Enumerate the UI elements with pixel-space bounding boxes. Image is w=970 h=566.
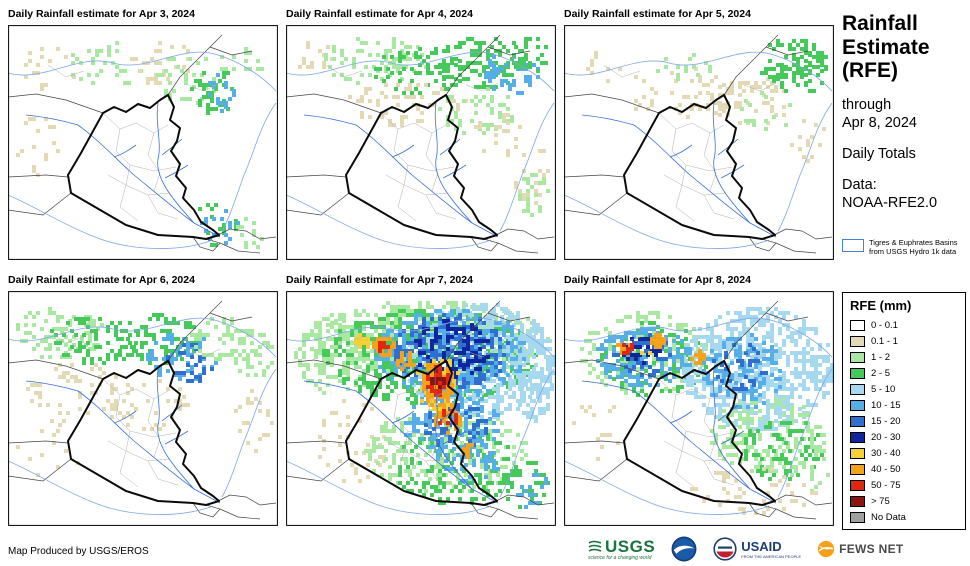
data-source-label: Data: <box>842 176 877 193</box>
legend-row: > 75 <box>850 493 958 509</box>
legend-swatch <box>850 447 865 459</box>
legend-label: 10 - 15 <box>871 399 901 411</box>
map-panel-apr6: Daily Rainfall estimate for Apr 6, 2024 <box>8 274 278 526</box>
page-title-line: (RFE) <box>842 59 898 83</box>
legend-row: 0.1 - 1 <box>850 333 958 349</box>
legend-label: 20 - 30 <box>871 431 901 443</box>
usaid-logo-text: USAID <box>741 538 782 554</box>
legend-swatch <box>850 415 865 427</box>
map-panel-apr8: Daily Rainfall estimate for Apr 8, 2024 <box>564 274 834 526</box>
legend-swatch <box>850 399 865 411</box>
legend-row: 10 - 15 <box>850 397 958 413</box>
legend-label: 5 - 10 <box>871 383 896 395</box>
legend-swatch <box>850 383 865 395</box>
map-panel-title: Daily Rainfall estimate for Apr 3, 2024 <box>8 8 195 20</box>
legend-row: 5 - 10 <box>850 381 958 397</box>
rainfall-map-apr7 <box>286 291 556 526</box>
legend-row: 20 - 30 <box>850 429 958 445</box>
map-panel-apr3: Daily Rainfall estimate for Apr 3, 2024 <box>8 8 278 260</box>
legend-label: 2 - 5 <box>871 367 891 379</box>
legend-row: 2 - 5 <box>850 365 958 381</box>
legend-label: 50 - 75 <box>871 479 901 491</box>
legend-swatch <box>850 495 865 507</box>
legend-row: 1 - 2 <box>850 349 958 365</box>
date-range: through Apr 8, 2024 <box>842 96 966 132</box>
legend-label: 0 - 0.1 <box>871 319 898 331</box>
rainfall-map-apr6 <box>8 291 278 526</box>
rainfall-map-apr8 <box>564 291 834 526</box>
rainfall-map-apr4 <box>286 25 556 260</box>
legend-label: No Data <box>871 511 906 523</box>
map-panel-title: Daily Rainfall estimate for Apr 8, 2024 <box>564 274 751 286</box>
map-panel-title: Daily Rainfall estimate for Apr 6, 2024 <box>8 274 195 286</box>
legend-label: 1 - 2 <box>871 351 891 363</box>
sidebar: Rainfall Estimate (RFE) through Apr 8, 2… <box>842 12 966 212</box>
legend-title: RFE (mm) <box>850 298 912 313</box>
map-panel-apr5: Daily Rainfall estimate for Apr 5, 2024 <box>564 8 834 260</box>
end-date: Apr 8, 2024 <box>842 114 917 131</box>
basin-boundary-swatch <box>842 239 864 252</box>
legend-label: 0.1 - 1 <box>871 335 898 347</box>
page-title-line: Estimate <box>842 35 930 59</box>
legend-swatch <box>850 431 865 443</box>
legend-swatch <box>850 511 865 523</box>
legend-swatch <box>850 351 865 363</box>
usgs-waves-icon <box>588 540 602 552</box>
legend-swatch <box>850 463 865 475</box>
basin-note-text: Tigres & Euphrates Basins from USGS Hydr… <box>869 238 958 256</box>
usgs-logo-tagline: science for a changing world <box>588 554 652 561</box>
data-source: Data: NOAA-RFE2.0 <box>842 176 966 212</box>
legend-row: 0 - 0.1 <box>850 317 958 333</box>
legend-swatch <box>850 335 865 347</box>
usaid-logo: USAID FROM THE AMERICAN PEOPLE <box>713 537 801 561</box>
map-panel-apr7: Daily Rainfall estimate for Apr 7, 2024 <box>286 274 556 526</box>
legend-label: 40 - 50 <box>871 463 901 475</box>
usgs-logo: USGS science for a changing world <box>588 538 655 561</box>
rainfall-map-apr5 <box>564 25 834 260</box>
legend-swatch <box>850 479 865 491</box>
legend-label: 30 - 40 <box>871 447 901 459</box>
legend-row: 30 - 40 <box>850 445 958 461</box>
partner-logos: USGS science for a changing world USAID … <box>588 535 904 563</box>
usgs-logo-text: USGS <box>605 536 656 556</box>
map-panel-title: Daily Rainfall estimate for Apr 4, 2024 <box>286 8 473 20</box>
map-panel-title: Daily Rainfall estimate for Apr 7, 2024 <box>286 274 473 286</box>
usaid-logo-tagline: FROM THE AMERICAN PEOPLE <box>741 553 802 559</box>
basin-note: Tigres & Euphrates Basins from USGS Hydr… <box>842 238 968 256</box>
fewsnet-logo-icon <box>818 540 835 558</box>
page-title-line: Rainfall <box>842 12 918 35</box>
legend-row: 40 - 50 <box>850 461 958 477</box>
through-label: through <box>842 96 892 113</box>
map-credit: Map Produced by USGS/EROS <box>8 546 149 557</box>
map-panel-title: Daily Rainfall estimate for Apr 5, 2024 <box>564 8 751 20</box>
rainfall-map-apr3 <box>8 25 278 260</box>
legend: RFE (mm) 0 - 0.1 0.1 - 1 1 - 2 2 - 5 5 -… <box>842 292 966 530</box>
data-source-value: NOAA-RFE2.0 <box>842 195 938 212</box>
legend-label: > 75 <box>871 495 890 507</box>
legend-swatch <box>850 367 865 379</box>
page-title: Rainfall Estimate (RFE) <box>842 12 966 83</box>
noaa-logo-icon <box>671 536 697 562</box>
map-panel-apr4: Daily Rainfall estimate for Apr 4, 2024 <box>286 8 556 260</box>
fewsnet-logo-text: FEWS NET <box>839 542 904 556</box>
usaid-logo-icon <box>713 537 737 561</box>
legend-row: No Data <box>850 509 958 525</box>
legend-swatch <box>850 319 865 331</box>
totals-label: Daily Totals <box>842 145 916 162</box>
legend-label: 15 - 20 <box>871 415 901 427</box>
fewsnet-logo: FEWS NET <box>817 540 903 558</box>
legend-row: 15 - 20 <box>850 413 958 429</box>
legend-row: 50 - 75 <box>850 477 958 493</box>
